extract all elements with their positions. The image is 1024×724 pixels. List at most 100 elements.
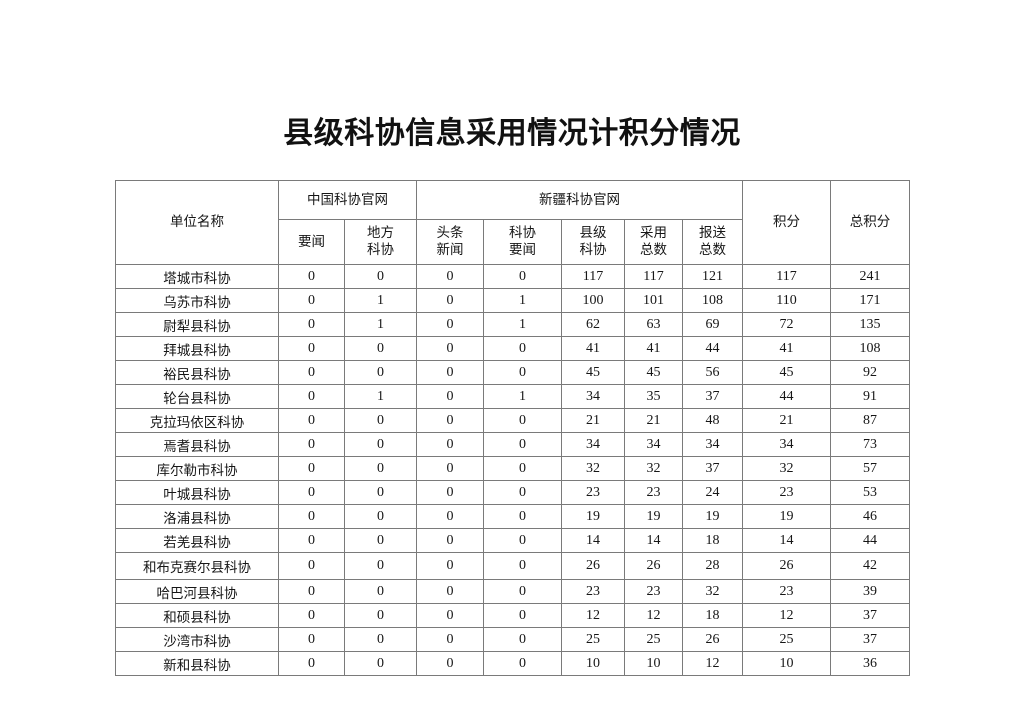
cell-baosong-zongshu: 28 — [681, 552, 744, 580]
cell-baosong-zongshu: 69 — [681, 312, 744, 337]
subheader-line2: 科协 — [579, 242, 607, 258]
cell-yaowen: 0 — [278, 504, 345, 529]
cell-toutiao-xinwen: 0 — [416, 384, 484, 409]
cell-xianji-kexie: 34 — [561, 432, 625, 457]
cell-difang-kexie: 0 — [344, 480, 417, 505]
cell-unit-name: 轮台县科协 — [115, 384, 279, 409]
cell-difang-kexie: 0 — [344, 504, 417, 529]
cell-difang-kexie: 0 — [344, 456, 417, 481]
cell-difang-kexie: 0 — [344, 552, 417, 580]
cell-unit-name: 新和县科协 — [115, 651, 279, 676]
cell-yaowen: 0 — [278, 528, 345, 553]
cell-caiyong-zongshu: 41 — [624, 336, 683, 361]
subheader-line1: 采用 — [640, 225, 667, 241]
table-row: 哈巴河县科协 0 0 0 0 23 23 32 23 39 — [115, 579, 911, 604]
cell-caiyong-zongshu: 45 — [624, 360, 683, 385]
header-row-groups: 单位名称 中国科协官网 新疆科协官网 积分 总积分 — [115, 180, 911, 265]
subheader-line1: 要闻 — [298, 233, 325, 250]
table-row: 塔城市科协 0 0 0 0 117 117 121 117 241 — [115, 264, 911, 289]
table-row: 焉耆县科协 0 0 0 0 34 34 34 34 73 — [115, 432, 911, 457]
column-header-baosong-zongshu: 报送 总数 — [681, 219, 744, 265]
cell-baosong-zongshu: 48 — [681, 408, 744, 433]
table-row: 尉犁县科协 0 1 0 1 62 63 69 72 135 — [115, 312, 911, 337]
cell-toutiao-xinwen: 0 — [416, 312, 484, 337]
cell-toutiao-xinwen: 0 — [416, 651, 484, 676]
cell-kexie-yaowen: 1 — [483, 384, 562, 409]
cell-xianji-kexie: 21 — [561, 408, 625, 433]
cell-unit-name: 和硕县科协 — [115, 603, 279, 628]
cell-difang-kexie: 0 — [344, 360, 417, 385]
cell-jifen: 45 — [742, 360, 832, 385]
cell-kexie-yaowen: 0 — [483, 579, 562, 604]
cell-baosong-zongshu: 121 — [681, 264, 744, 289]
cell-kexie-yaowen: 0 — [483, 480, 562, 505]
subheader-line1: 头条 — [436, 225, 464, 241]
cell-zong-jifen: 91 — [830, 384, 911, 409]
cell-xianji-kexie: 41 — [561, 336, 625, 361]
cell-difang-kexie: 1 — [344, 288, 417, 313]
cell-toutiao-xinwen: 0 — [416, 336, 484, 361]
cell-yaowen: 0 — [278, 456, 345, 481]
cell-baosong-zongshu: 37 — [681, 384, 744, 409]
subheader-line2: 科协 — [367, 242, 394, 258]
cell-difang-kexie: 0 — [344, 408, 417, 433]
cell-unit-name: 库尔勒市科协 — [115, 456, 279, 481]
cell-unit-name: 乌苏市科协 — [115, 288, 279, 313]
cell-jifen: 34 — [742, 432, 832, 457]
table-row: 若羌县科协 0 0 0 0 14 14 18 14 44 — [115, 528, 911, 553]
cell-zong-jifen: 57 — [830, 456, 911, 481]
cell-jifen: 44 — [742, 384, 832, 409]
subheader-line2: 总数 — [640, 242, 667, 258]
cell-xianji-kexie: 100 — [561, 288, 625, 313]
cell-yaowen: 0 — [278, 579, 345, 604]
cell-kexie-yaowen: 0 — [483, 528, 562, 553]
score-table: 单位名称 中国科协官网 新疆科协官网 积分 总积分 要闻 地方 科协 — [115, 180, 911, 676]
cell-xianji-kexie: 117 — [561, 264, 625, 289]
cell-zong-jifen: 42 — [830, 552, 911, 580]
cell-zong-jifen: 53 — [830, 480, 911, 505]
cell-jifen: 25 — [742, 627, 832, 652]
cell-zong-jifen: 87 — [830, 408, 911, 433]
cell-caiyong-zongshu: 63 — [624, 312, 683, 337]
cell-jifen: 23 — [742, 579, 832, 604]
cell-difang-kexie: 1 — [344, 312, 417, 337]
cell-kexie-yaowen: 0 — [483, 504, 562, 529]
cell-zong-jifen: 39 — [830, 579, 911, 604]
cell-yaowen: 0 — [278, 360, 345, 385]
cell-xianji-kexie: 10 — [561, 651, 625, 676]
cell-caiyong-zongshu: 10 — [624, 651, 683, 676]
cell-caiyong-zongshu: 117 — [624, 264, 683, 289]
cell-jifen: 72 — [742, 312, 832, 337]
cell-unit-name: 拜城县科协 — [115, 336, 279, 361]
cell-baosong-zongshu: 19 — [681, 504, 744, 529]
cell-kexie-yaowen: 0 — [483, 432, 562, 457]
cell-kexie-yaowen: 0 — [483, 408, 562, 433]
cell-caiyong-zongshu: 101 — [624, 288, 683, 313]
cell-toutiao-xinwen: 0 — [416, 408, 484, 433]
cell-toutiao-xinwen: 0 — [416, 288, 484, 313]
cell-baosong-zongshu: 32 — [681, 579, 744, 604]
cell-jifen: 23 — [742, 480, 832, 505]
cell-jifen: 26 — [742, 552, 832, 580]
cell-zong-jifen: 135 — [830, 312, 911, 337]
cell-kexie-yaowen: 0 — [483, 552, 562, 580]
cell-caiyong-zongshu: 25 — [624, 627, 683, 652]
cell-yaowen: 0 — [278, 552, 345, 580]
cell-unit-name: 克拉玛依区科协 — [115, 408, 279, 433]
cell-caiyong-zongshu: 32 — [624, 456, 683, 481]
cell-unit-name: 洛浦县科协 — [115, 504, 279, 529]
subheader-line2: 新闻 — [436, 242, 464, 258]
cell-yaowen: 0 — [278, 336, 345, 361]
cell-difang-kexie: 0 — [344, 627, 417, 652]
table-body: 塔城市科协 0 0 0 0 117 117 121 117 241 乌苏市科协 0 1 0 1 100 101 1… — [115, 264, 911, 676]
subheader-line1: 县级 — [579, 225, 607, 241]
subheader-line1: 科协 — [509, 225, 536, 241]
cell-yaowen: 0 — [278, 312, 345, 337]
cell-kexie-yaowen: 0 — [483, 651, 562, 676]
cell-unit-name: 裕民县科协 — [115, 360, 279, 385]
cell-jifen: 12 — [742, 603, 832, 628]
table-row: 裕民县科协 0 0 0 0 45 45 56 45 92 — [115, 360, 911, 385]
cell-zong-jifen: 73 — [830, 432, 911, 457]
table-header: 单位名称 中国科协官网 新疆科协官网 积分 总积分 要闻 地方 科协 — [115, 180, 911, 265]
